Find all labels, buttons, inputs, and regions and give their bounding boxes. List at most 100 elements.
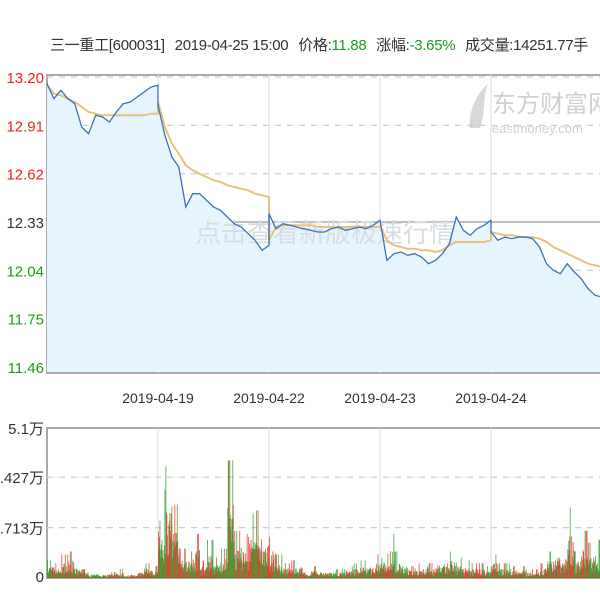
volume-bar (236, 558, 238, 578)
volume-bar (106, 574, 108, 578)
volume-bar (396, 551, 398, 578)
volume-bar (93, 575, 94, 578)
volume-bar (66, 573, 68, 578)
volume-bar (123, 577, 125, 578)
volume-bar (522, 571, 524, 578)
volume-bar (337, 576, 339, 578)
volume-bar (167, 556, 169, 578)
volume-bar (256, 510, 258, 578)
volume-bar (464, 572, 466, 578)
volume-bar (128, 577, 130, 578)
volume-bar (562, 565, 564, 578)
volume-bar (552, 572, 554, 578)
volume-bar (126, 576, 128, 578)
volume-bar (443, 564, 445, 578)
volume-bar (450, 561, 452, 578)
volume-bar (194, 567, 196, 578)
volume-bar (252, 513, 254, 578)
volume-bar (493, 570, 495, 578)
volume-bar (577, 562, 579, 578)
volume-bar (531, 573, 533, 578)
volume-bar (215, 568, 217, 578)
volume-bar (445, 567, 447, 578)
volume-bar (597, 569, 599, 578)
volume-bar (418, 563, 420, 578)
volume-bar (576, 565, 578, 578)
volume-bar (328, 572, 330, 578)
volume-bar (254, 549, 256, 578)
volume-bar (582, 549, 584, 578)
volume-bar (575, 563, 577, 578)
volume-bar (135, 576, 137, 578)
volume-bar (69, 551, 71, 578)
volume-bar (368, 570, 370, 578)
volume-bar (276, 568, 278, 578)
volume-bar (393, 561, 395, 578)
volume-bar (598, 539, 600, 578)
volume-bar (306, 575, 308, 578)
volume-bar (113, 575, 115, 578)
volume-bar (427, 567, 429, 578)
volume-bar (462, 569, 464, 578)
volume-bar (284, 563, 286, 578)
volume-bar (483, 569, 484, 578)
volume-bar (259, 548, 261, 578)
volume-bar (586, 530, 588, 578)
volume-bar (363, 570, 365, 578)
volume-bar (100, 576, 101, 578)
volume-bar (291, 560, 293, 578)
volume-bar (225, 559, 227, 578)
volume-bar (49, 560, 51, 578)
volume-bar (290, 573, 292, 578)
volume-bar (402, 572, 404, 578)
volume-bar (168, 524, 170, 578)
volume-bar (117, 575, 119, 578)
volume-bar (330, 572, 332, 578)
volume-bar (491, 572, 493, 578)
volume-bar (530, 575, 532, 578)
volume-bar (350, 572, 352, 578)
price-label: 价格: (298, 37, 332, 54)
volume-bar (592, 562, 593, 578)
volume-bar (294, 573, 296, 578)
volume-bar (383, 563, 385, 578)
volume-bar (531, 575, 533, 578)
volume-bar (315, 574, 317, 578)
volume-bar (252, 549, 254, 578)
volume-bar (594, 571, 596, 578)
volume-bar (405, 571, 407, 578)
volume-bar (82, 573, 84, 578)
volume-bar (204, 575, 205, 578)
volume-bar (51, 569, 53, 578)
volume-bar (426, 572, 427, 578)
volume-bar (420, 571, 422, 578)
volume-bar (98, 576, 100, 578)
volume-bar (131, 574, 133, 578)
volume-bar (141, 573, 143, 578)
volume-bar (422, 575, 424, 578)
volume-bar (198, 550, 200, 578)
volume-bar (307, 574, 309, 578)
volume-bar (581, 556, 583, 578)
volume-bar (127, 575, 129, 578)
volume-bar (245, 553, 247, 578)
volume-bar (475, 568, 477, 578)
volume-bar (259, 558, 260, 578)
volume-bar (190, 565, 192, 578)
volume-bar (361, 571, 363, 578)
volume-bar (123, 576, 125, 578)
volume-bar (201, 568, 203, 578)
y-tick-label: 1.713万 (0, 521, 44, 538)
volume-bar (61, 573, 63, 578)
volume-bar (234, 530, 236, 578)
volume-bar (115, 575, 117, 578)
volume-bar (346, 572, 348, 578)
volume-bar (332, 575, 334, 578)
volume-bar (399, 566, 401, 578)
volume-bar (458, 570, 460, 578)
volume-bar (419, 570, 421, 578)
volume-bar (133, 576, 135, 578)
volume-bar (244, 560, 246, 578)
volume-bar (312, 574, 314, 578)
